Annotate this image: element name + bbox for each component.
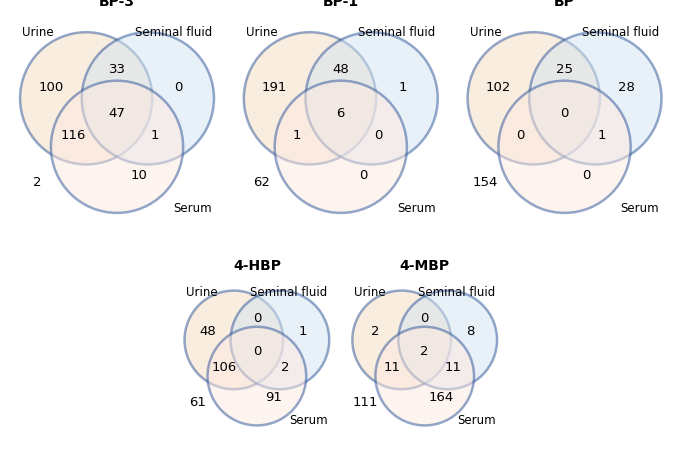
Text: Urine: Urine <box>186 286 218 299</box>
Circle shape <box>375 327 474 425</box>
Circle shape <box>352 291 451 389</box>
Text: Urine: Urine <box>23 25 54 39</box>
Text: 1: 1 <box>292 129 301 142</box>
Text: Serum: Serum <box>457 414 495 427</box>
Circle shape <box>244 32 376 164</box>
Text: 0: 0 <box>560 107 569 120</box>
Text: 33: 33 <box>108 63 125 76</box>
Text: 10: 10 <box>131 169 147 182</box>
Text: 0: 0 <box>421 312 429 325</box>
Circle shape <box>468 32 600 164</box>
Circle shape <box>399 291 497 389</box>
Text: 11: 11 <box>444 362 461 374</box>
Text: 48: 48 <box>199 325 216 338</box>
Text: 100: 100 <box>38 81 64 94</box>
Text: 1: 1 <box>150 129 159 142</box>
Text: 0: 0 <box>359 169 367 182</box>
Text: 2: 2 <box>281 362 289 374</box>
Text: 6: 6 <box>336 107 345 120</box>
Text: Serum: Serum <box>173 202 212 215</box>
Circle shape <box>51 81 183 213</box>
Text: 0: 0 <box>516 129 525 142</box>
Circle shape <box>530 32 662 164</box>
Text: 0: 0 <box>582 169 590 182</box>
Text: 2: 2 <box>421 345 429 358</box>
Text: 191: 191 <box>262 81 288 94</box>
Text: 25: 25 <box>556 63 573 76</box>
Text: Serum: Serum <box>289 414 327 427</box>
Text: 106: 106 <box>212 362 236 374</box>
Circle shape <box>275 81 407 213</box>
Text: 28: 28 <box>618 81 635 94</box>
Text: 102: 102 <box>486 81 511 94</box>
Circle shape <box>208 327 306 425</box>
Text: Seminal fluid: Seminal fluid <box>582 25 659 39</box>
Circle shape <box>231 291 329 389</box>
Text: 0: 0 <box>253 312 261 325</box>
Text: 2: 2 <box>371 325 379 338</box>
Text: Urine: Urine <box>470 25 501 39</box>
Text: 0: 0 <box>253 345 261 358</box>
Title: BP: BP <box>554 0 575 9</box>
Text: Urine: Urine <box>354 286 386 299</box>
Text: 11: 11 <box>384 362 400 374</box>
Text: 1: 1 <box>398 81 407 94</box>
Text: 164: 164 <box>429 391 453 404</box>
Text: 61: 61 <box>189 396 206 409</box>
Text: 111: 111 <box>353 396 378 409</box>
Circle shape <box>82 32 214 164</box>
Circle shape <box>184 291 283 389</box>
Title: BP-3: BP-3 <box>99 0 135 9</box>
Text: Serum: Serum <box>621 202 659 215</box>
Circle shape <box>20 32 152 164</box>
Text: Seminal fluid: Seminal fluid <box>250 286 327 299</box>
Text: 154: 154 <box>473 176 498 188</box>
Title: 4-HBP: 4-HBP <box>233 259 281 273</box>
Text: Seminal fluid: Seminal fluid <box>358 25 436 39</box>
Text: 91: 91 <box>265 391 282 404</box>
Text: 62: 62 <box>253 176 270 188</box>
Text: Seminal fluid: Seminal fluid <box>418 286 495 299</box>
Circle shape <box>306 32 438 164</box>
Text: 47: 47 <box>109 107 125 120</box>
Text: Serum: Serum <box>397 202 436 215</box>
Circle shape <box>499 81 631 213</box>
Title: 4-MBP: 4-MBP <box>399 259 450 273</box>
Text: 2: 2 <box>34 176 42 188</box>
Text: 8: 8 <box>466 325 475 338</box>
Text: Urine: Urine <box>246 25 277 39</box>
Text: 116: 116 <box>60 129 86 142</box>
Text: 1: 1 <box>598 129 606 142</box>
Text: 1: 1 <box>299 325 307 338</box>
Text: 0: 0 <box>374 129 382 142</box>
Text: Seminal fluid: Seminal fluid <box>134 25 212 39</box>
Text: 48: 48 <box>332 63 349 76</box>
Title: BP-1: BP-1 <box>323 0 359 9</box>
Text: 0: 0 <box>175 81 183 94</box>
